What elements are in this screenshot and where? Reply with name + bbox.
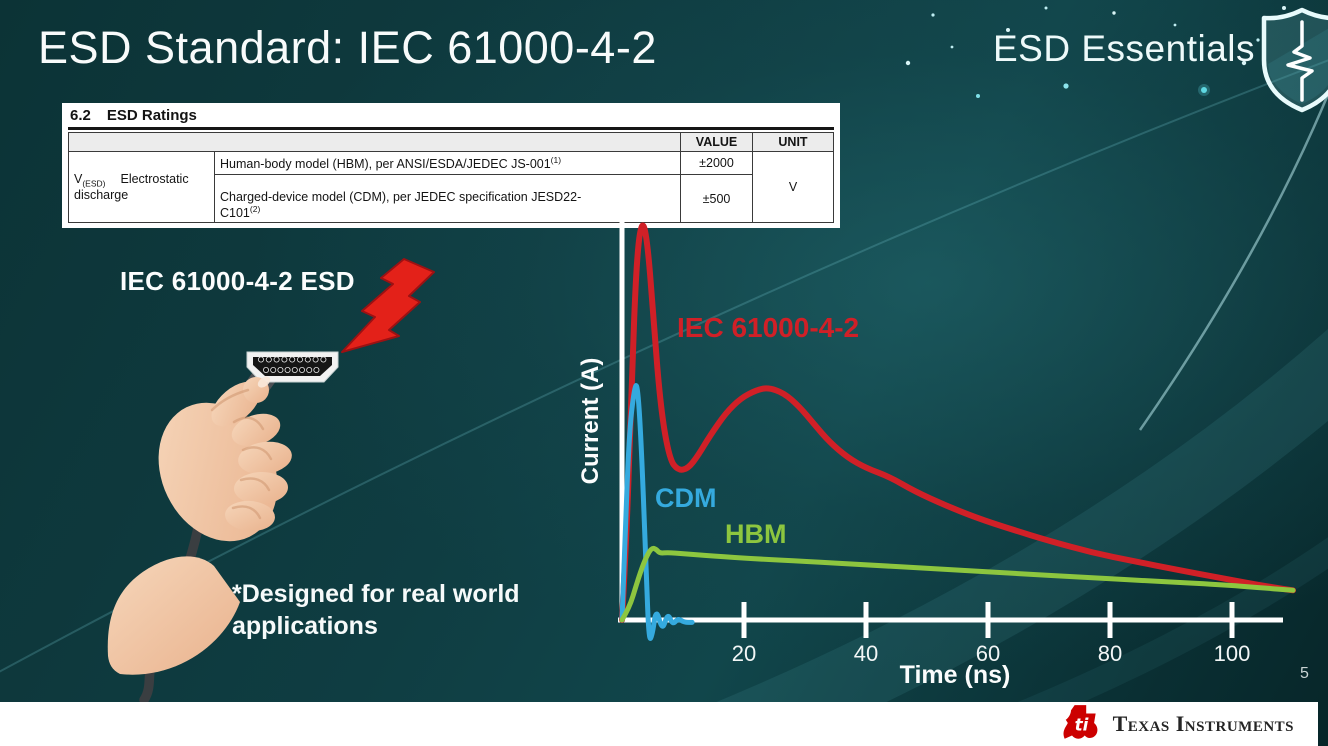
lightning-bolt-icon (341, 258, 435, 353)
ratings-table: VALUE UNIT V(ESD) Electrostatic discharge… (68, 132, 834, 224)
hdmi-connector-icon (246, 351, 339, 383)
section-title: ESD Ratings (106, 107, 197, 124)
page-number: 5 (1300, 665, 1309, 682)
symbol: V (74, 171, 83, 186)
footer-brand-text: Texas Instruments (1112, 711, 1294, 736)
chart-curves (619, 222, 1296, 641)
curve-iec-61000-4-2 (619, 222, 1296, 623)
hand-connector-esd-illustration (107, 258, 435, 705)
slide-title: ESD Standard: IEC 61000-4-2 (38, 22, 657, 73)
cdm-value-cell: ±500 (680, 173, 753, 224)
designed-note: *Designed for real world applications (232, 580, 520, 640)
texas-instruments-logo-icon: ti (1063, 705, 1097, 739)
x-axis-title: Time (ns) (900, 661, 1011, 689)
x-tick-label-40: 40 (854, 641, 878, 666)
y-axis-title: Current (A) (577, 357, 604, 485)
x-tick-label-20: 20 (732, 641, 756, 666)
x-tick-label-80: 80 (1098, 641, 1122, 666)
illustration-caption: IEC 61000-4-2 ESD (120, 266, 355, 296)
symbol-parameter-cell: V(ESD) Electrostatic discharge (68, 150, 215, 224)
section-number: 6.2 (70, 107, 91, 124)
cdm-description: Charged-device model (CDM), per JEDEC sp… (220, 190, 582, 220)
curve-label-hbm: HBM (725, 519, 787, 549)
series-badge-title: ESD Essentials (993, 28, 1255, 69)
esd-shield-pulse-icon (1261, 7, 1328, 113)
hbm-value-cell: ±2000 (680, 151, 753, 175)
svg-text:ti: ti (1074, 714, 1088, 734)
footer-bar: ti Texas Instruments (0, 702, 1318, 746)
cable-plug (243, 359, 281, 401)
x-axis-ticks: 20 40 60 80 100 (732, 602, 1251, 666)
x-tick-label-60: 60 (976, 641, 1000, 666)
cable (139, 379, 267, 705)
hbm-description: Human-body model (HBM), per ANSI/ESDA/JE… (220, 157, 551, 172)
cdm-footnote: (2) (249, 203, 261, 214)
curve-label-iec-61000-4-2: IEC 61000-4-2 (677, 312, 860, 343)
parameter-name: Electrostatic discharge (74, 171, 189, 203)
ratings-section-heading: 6.2 ESD Ratings (68, 105, 834, 130)
curve-label-cdm: CDM (655, 483, 717, 513)
curve-hbm (619, 545, 1296, 623)
curve-cdm (619, 383, 695, 641)
esd-waveform-chart: 20 40 60 80 100 Time (ns) (618, 218, 1296, 689)
hbm-footnote: (1) (550, 154, 562, 165)
symbol-subscript: (ESD) (82, 178, 106, 189)
esd-ratings-panel: 6.2 ESD Ratings VALUE UNIT V(ESD) Electros… (62, 103, 840, 229)
unit-cell: V (752, 150, 834, 224)
unit-column-header: UNIT (752, 132, 834, 152)
hbm-description-cell: Human-body model (HBM), per ANSI/ESDA/JE… (214, 151, 681, 175)
value-column-header: VALUE (680, 132, 753, 152)
header-spacer-cell (68, 132, 681, 152)
x-tick-label-100: 100 (1214, 641, 1251, 666)
cdm-description-cell: Charged-device model (CDM), per JEDEC sp… (214, 173, 681, 224)
